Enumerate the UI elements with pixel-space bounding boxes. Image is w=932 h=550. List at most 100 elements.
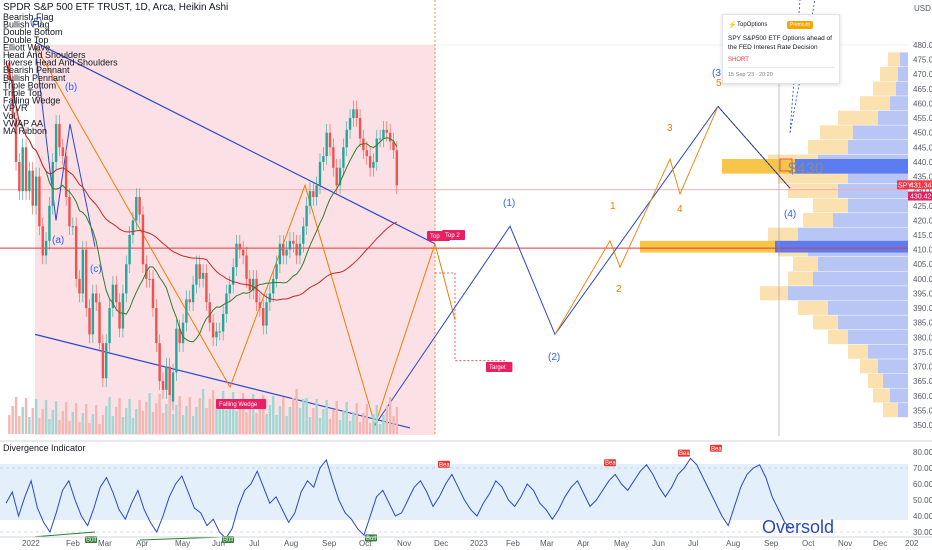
candle-body	[28, 170, 31, 192]
x-tick-label: Nov	[397, 539, 411, 548]
oscillator-line	[5, 457, 792, 540]
vpvr-bar-down	[896, 81, 908, 96]
candle-body	[385, 129, 389, 133]
candle-body	[278, 243, 282, 265]
bolt-icon: ⚡	[728, 22, 737, 29]
volume-bar	[345, 402, 348, 434]
vpvr-bar-up	[768, 227, 798, 242]
candle-body	[64, 156, 68, 197]
candle-body	[168, 366, 171, 402]
volume-bar	[338, 420, 342, 434]
volume-bar	[148, 393, 151, 434]
oscillator-title[interactable]: Divergence Indicator	[3, 443, 86, 453]
y-tick-label: 425.0	[913, 202, 932, 211]
wave-label: 2	[616, 284, 622, 295]
volume-bar	[305, 398, 308, 434]
indicator-item: Double Top	[3, 35, 48, 45]
indicator-item: Double Bottom	[3, 27, 63, 37]
wave-label: (4)	[784, 209, 796, 220]
price-tag-2-label: 430.42	[910, 194, 932, 201]
pattern-tag	[486, 362, 513, 372]
symbol-title[interactable]: SPDR S&P 500 ETF TRUST, 1D, Arca, Heikin…	[3, 2, 228, 13]
volume-bar	[24, 398, 28, 434]
candle-body	[18, 161, 21, 192]
y-tick-label: 355.0	[913, 406, 932, 415]
x-tick-label: Apr	[577, 539, 590, 548]
news-headline[interactable]: SPY S&P500 ETF Options ahead of the FED …	[728, 35, 832, 51]
indicator-item: Bearish Pennant	[3, 65, 70, 75]
volume-bar	[292, 398, 295, 434]
volume-bar	[138, 400, 141, 434]
y-tick-label: 405.0	[913, 260, 932, 269]
indicator-item: Elliott Wave	[3, 42, 50, 52]
candle-body	[41, 226, 44, 256]
volume-bar	[115, 407, 118, 434]
candle-body	[115, 284, 118, 303]
volume-bar	[248, 403, 252, 434]
y-tick-label: 435.0	[913, 173, 932, 182]
volume-bar	[78, 422, 81, 434]
price-axis[interactable]: 350.0 355.0 360.0 365.0 370.0 375.0 380.0 385.0…	[897, 41, 932, 430]
oscillator-axis[interactable]: 30.00 40.00 50.00 60.00 70.00 80.00	[913, 448, 932, 537]
candle-body	[155, 308, 158, 344]
pattern-tag-label: Falling Wedge	[219, 402, 258, 408]
candle-body	[382, 129, 385, 139]
candle-body	[208, 302, 211, 323]
vpvr-bar-up	[798, 300, 828, 315]
pattern-tag-label: Target	[489, 365, 506, 371]
x-tick-label: Mar	[540, 539, 554, 548]
divergence-signal	[678, 449, 690, 457]
volume-bar	[181, 415, 185, 434]
volume-bar	[131, 418, 135, 434]
volume-bar	[282, 397, 285, 434]
candle-body	[61, 147, 64, 157]
ma-long	[5, 62, 398, 301]
volume-bar	[11, 406, 14, 434]
candle-body	[91, 293, 95, 335]
candle-body	[98, 302, 101, 344]
divergence-signal-label: Bear	[711, 446, 724, 452]
candle-body	[118, 302, 121, 329]
wave-label: (2)	[548, 352, 560, 363]
divergence-signal-label: Bear	[679, 451, 692, 457]
candle-body	[121, 293, 125, 329]
volume-bar	[318, 418, 322, 434]
y-tick-label: 455.0	[913, 114, 932, 123]
vpvr-bar-down	[890, 96, 908, 111]
volume-bar	[211, 390, 215, 434]
osc-tick-label: 80.00	[913, 448, 932, 457]
candle-body	[138, 197, 141, 215]
candle-body	[388, 132, 392, 142]
candle-body	[315, 185, 318, 197]
y-tick-label: 470.0	[913, 70, 932, 79]
volume-bar	[352, 412, 355, 434]
vpvr-bar-up	[813, 315, 838, 330]
candle-body	[128, 235, 131, 265]
vpvr-bar-up	[788, 183, 838, 198]
vpvr-bar-down	[813, 271, 908, 286]
y-tick-label: 390.0	[913, 304, 932, 313]
vpvr-bar-down	[848, 198, 908, 213]
x-tick-label: 2023	[470, 539, 488, 548]
volume-bar	[168, 395, 171, 434]
y-tick-label: 380.0	[913, 333, 932, 342]
x-tick-label: Dec	[873, 539, 887, 548]
vpvr-hvn	[640, 240, 908, 253]
divergence-signal-label: Bull	[366, 536, 376, 542]
wedge-upper	[34, 41, 436, 245]
vpvr-bar-down	[838, 183, 908, 198]
volume-bar	[84, 404, 88, 434]
vpvr-bar-up	[803, 213, 833, 228]
time-axis[interactable]: 2022 Feb Mar Apr May Jun Jul Aug Sep Oct Nov Dec 202…	[22, 539, 919, 548]
volume-bar	[215, 409, 218, 434]
x-tick-label: May	[175, 539, 190, 548]
vpvr-bar-up	[873, 388, 890, 403]
news-card[interactable]: ⚡ TopOptions Premium SPY S&P500 ETF Opti…	[722, 14, 840, 84]
vpvr-bar-down	[868, 344, 908, 359]
vpvr-hvn-down	[775, 240, 908, 253]
candle-body	[215, 331, 218, 338]
candle-body	[322, 156, 325, 162]
vpvr-bar-down	[838, 315, 908, 330]
oversold-annotation: Oversold	[762, 517, 834, 537]
